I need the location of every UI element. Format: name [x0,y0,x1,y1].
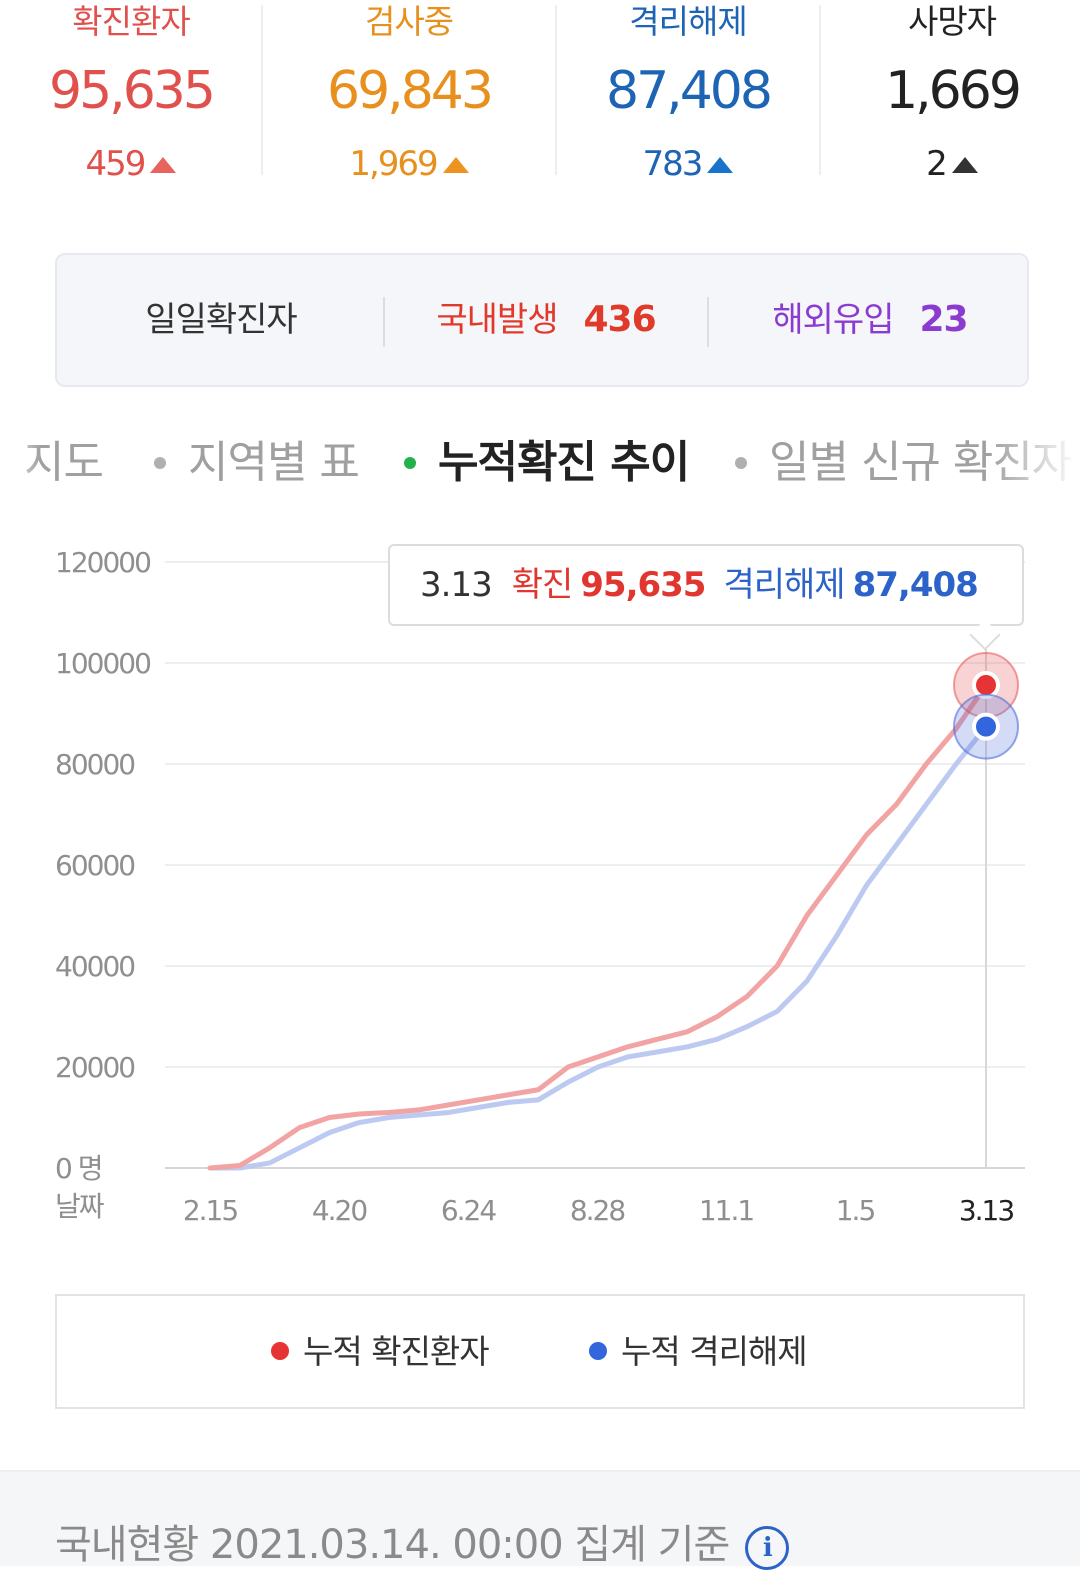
released-line [207,724,989,1171]
x-tick-label: 4.20 [312,1194,367,1227]
stat-released-value: 87,408 [606,61,773,121]
stat-testing-value: 69,843 [327,61,494,121]
x-tick-label: 2.15 [183,1194,238,1227]
red-dot-icon [271,1342,289,1360]
x-tick-label: 1.5 [836,1194,875,1227]
scroll-fade-right [990,430,1080,500]
daily-overseas-label: 해외유입 [772,300,894,340]
released-marker [972,712,1000,741]
bullet-icon [404,457,416,469]
divider [555,5,557,175]
tooltip-released-value: 87,408 [852,565,979,605]
bullet-icon [735,457,747,469]
daily-confirmed-box: 일일확진자 국내발생 436 해외유입 23 [55,253,1029,387]
stat-confirmed-delta: 459 [85,144,147,184]
triangle-up-icon [150,157,177,173]
x-tick-label: 8.28 [570,1194,625,1227]
tooltip-confirmed-label: 확진 [511,565,574,605]
y-tick-label: 20000 [55,1051,134,1084]
daily-domestic-label: 국내발생 [436,300,558,340]
stat-confirmed: 확진환자 95,635 459 [0,0,262,200]
x-tick-label: 3.13 [959,1194,1014,1227]
y-tick-label: 0 명 [55,1152,101,1185]
stat-confirmed-value: 95,635 [49,61,216,121]
info-icon[interactable]: i [745,1526,790,1570]
stats-summary: 확진환자 95,635 459 검사중 69,843 1,969 격리해제 87… [0,0,1080,200]
stat-testing-delta: 1,969 [349,144,438,184]
chart-tabs: 지도 지역별 표 누적확진 추이 일별 신규 확진자 [0,430,1080,500]
confirmed-line [207,682,989,1171]
cumulative-chart[interactable]: 0 명 20000 40000 60000 80000 100000 120000 날짜 2.… [0,520,1080,1260]
tooltip-date: 3.13 [420,565,493,605]
stat-deaths-delta: 2 [926,144,948,184]
y-tick-label: 100000 [55,647,150,680]
y-tick-label: 60000 [55,849,134,882]
daily-overseas-value: 23 [919,299,969,340]
triangle-up-icon [442,157,469,173]
divider [707,297,709,347]
x-tick-label: 11.1 [699,1194,754,1227]
tab-region-table[interactable]: 지역별 표 [154,430,360,496]
confirmed-marker [972,671,1000,700]
scroll-fade-left [0,430,40,500]
y-tick-label: 40000 [55,950,134,983]
bullet-icon [154,457,166,469]
divider [383,297,385,347]
y-tick-label: 80000 [55,748,134,781]
tab-cumulative-trend[interactable]: 누적확진 추이 [404,430,690,496]
legend-item-confirmed[interactable]: 누적 확진환자 [271,1296,490,1407]
daily-label: 일일확진자 [145,300,297,340]
divider [261,5,263,175]
x-tick-label: 6.24 [441,1194,497,1227]
triangle-up-icon [951,157,978,173]
triangle-up-icon [707,157,734,173]
stat-deaths: 사망자 1,669 2 [820,0,1080,200]
stat-testing-label: 검사중 [364,2,454,41]
stat-testing: 검사중 69,843 1,969 [262,0,556,200]
footer-text: 국내현황 2021.03.14. 00:00 집계 기준 [55,1522,730,1568]
divider [819,5,821,175]
daily-domestic: 국내발생 436 [385,255,707,385]
footer: 국내현황 2021.03.14. 00:00 집계 기준 i [0,1470,1080,1570]
stat-confirmed-label: 확진환자 [72,2,190,41]
stat-released-label: 격리해제 [629,2,747,41]
daily-overseas: 해외유입 23 [709,255,1031,385]
chart-legend: 누적 확진환자 누적 격리해제 [55,1294,1025,1409]
x-axis-label: 날짜 [55,1190,104,1223]
stat-released: 격리해제 87,408 783 [556,0,820,200]
daily-domestic-value: 436 [583,299,656,340]
tooltip-confirmed-value: 95,635 [580,565,706,605]
blue-dot-icon [589,1342,607,1360]
y-tick-label: 120000 [55,546,150,579]
stat-deaths-value: 1,669 [885,61,1022,121]
stat-released-delta: 783 [642,144,704,184]
legend-item-released[interactable]: 누적 격리해제 [589,1296,808,1407]
chart-tooltip: 3.13 확진 95,635 격리해제 87,408 [388,544,1024,626]
tooltip-released-label: 격리해제 [723,565,845,605]
stat-deaths-label: 사망자 [907,2,997,41]
